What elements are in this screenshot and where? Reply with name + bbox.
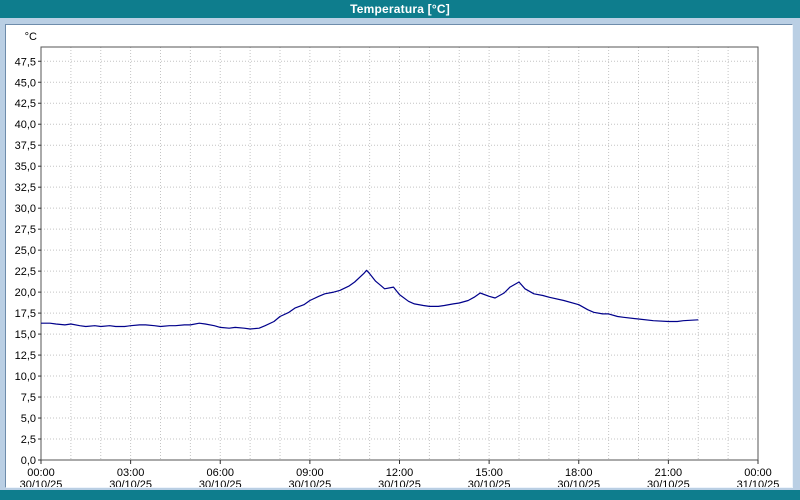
y-tick-label: 12,5 xyxy=(15,350,36,362)
x-axis-labels: 00:0030/10/2503:0030/10/2506:0030/10/250… xyxy=(20,467,780,487)
x-tick-date-label: 30/10/25 xyxy=(199,479,242,487)
y-tick-label: 40,0 xyxy=(15,119,36,131)
x-tick-time-label: 03:00 xyxy=(117,467,145,479)
x-tick-time-label: 00:00 xyxy=(744,467,772,479)
x-tick-time-label: 15:00 xyxy=(475,467,503,479)
x-tick-time-label: 09:00 xyxy=(296,467,324,479)
y-tick-label: 30,0 xyxy=(15,203,36,215)
x-tick-date-label: 30/10/25 xyxy=(288,479,331,487)
window-title: Temperatura [°C] xyxy=(350,2,450,16)
status-bar xyxy=(0,490,800,500)
x-tick-time-label: 06:00 xyxy=(206,467,234,479)
grid-lines xyxy=(41,47,758,460)
y-axis-unit-label: °C xyxy=(25,31,37,43)
y-tick-label: 0,0 xyxy=(21,455,36,467)
temperature-chart: 0,0 2,5 5,0 7,5 10,0 12,5 15,0 17,5 20,0 22,5 25,0… xyxy=(15,31,780,487)
y-tick-label: 10,0 xyxy=(15,371,36,383)
y-tick-label: 15,0 xyxy=(15,329,36,341)
x-tick-date-label: 31/10/25 xyxy=(737,479,780,487)
y-tick-label: 22,5 xyxy=(15,266,36,278)
y-tick-label: 47,5 xyxy=(15,56,36,68)
x-tick-time-label: 00:00 xyxy=(27,467,55,479)
x-tick-date-label: 30/10/25 xyxy=(109,479,152,487)
axes xyxy=(38,46,759,464)
y-tick-label: 5,0 xyxy=(21,413,36,425)
y-tick-label: 17,5 xyxy=(15,308,36,320)
y-tick-label: 2,5 xyxy=(21,434,36,446)
y-tick-label: 25,0 xyxy=(15,245,36,257)
y-tick-label: 45,0 xyxy=(15,77,36,89)
x-tick-time-label: 21:00 xyxy=(655,467,683,479)
y-tick-label: 32,5 xyxy=(15,182,36,194)
title-bar: Temperatura [°C] xyxy=(0,0,800,18)
x-tick-date-label: 30/10/25 xyxy=(647,479,690,487)
y-tick-label: 27,5 xyxy=(15,224,36,236)
y-tick-label: 42,5 xyxy=(15,98,36,110)
y-tick-label: 37,5 xyxy=(15,140,36,152)
chart-panel: 0,0 2,5 5,0 7,5 10,0 12,5 15,0 17,5 20,0 22,5 25,0… xyxy=(5,24,793,488)
x-tick-date-label: 30/10/25 xyxy=(468,479,511,487)
x-tick-date-label: 30/10/25 xyxy=(557,479,600,487)
series-lines xyxy=(41,269,699,330)
y-tick-label: 20,0 xyxy=(15,287,36,299)
x-tick-date-label: 30/10/25 xyxy=(378,479,421,487)
x-tick-time-label: 12:00 xyxy=(386,467,414,479)
y-tick-label: 35,0 xyxy=(15,161,36,173)
y-tick-label: 7,5 xyxy=(21,392,36,404)
x-tick-time-label: 18:00 xyxy=(565,467,593,479)
temperature-line xyxy=(41,269,699,330)
y-axis-labels: 0,0 2,5 5,0 7,5 10,0 12,5 15,0 17,5 20,0 22,5 25,0… xyxy=(15,31,37,467)
x-tick-date-label: 30/10/25 xyxy=(20,479,63,487)
